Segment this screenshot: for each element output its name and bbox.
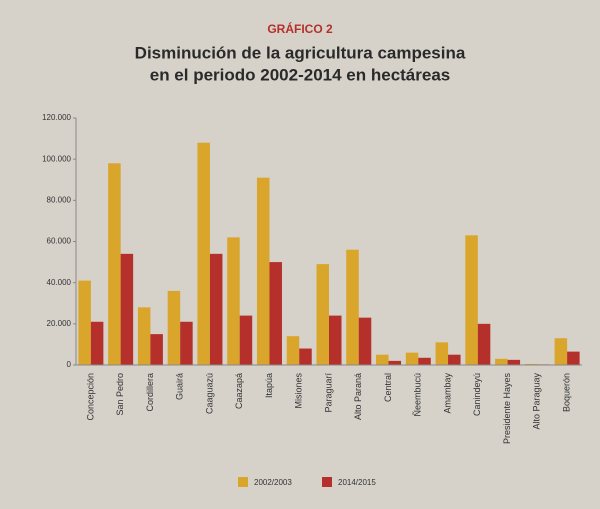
x-tick-label: Amambay [442,373,452,414]
bar [108,163,121,365]
x-tick-label: Caaguazú [204,373,214,414]
bar [239,315,253,365]
y-tick-label: 60.000 [47,237,72,246]
bar [435,342,449,365]
bar [418,357,431,365]
bar [316,264,329,365]
y-tick-label: 80.000 [47,195,72,204]
bar [256,177,270,365]
x-tick-label: Concepción [85,373,95,421]
bar [405,352,419,365]
bar [495,358,508,365]
bar [554,338,568,365]
bar [507,359,521,365]
bar [227,237,240,365]
bar [376,354,389,365]
legend-swatch [238,477,248,487]
x-tick-label: Guairá [175,373,185,400]
bar [269,262,282,365]
legend-label: 2014/2015 [338,478,376,487]
x-tick-label: Ñeembucú [413,373,423,417]
bar [477,323,491,365]
chart-label: GRÁFICO 2 [267,21,333,36]
bar [448,354,461,365]
x-tick-label: Caazapá [234,373,244,409]
bar [167,290,181,365]
y-tick-label: 0 [67,360,72,369]
bar [150,334,163,365]
chart-title: en el periodo 2002-2014 en hectáreas [150,65,451,84]
bar [465,235,478,365]
x-tick-label: San Pedro [115,373,125,416]
bar [197,142,210,365]
x-tick-label: Presidente Hayes [502,373,512,445]
bar [524,363,538,365]
y-tick-label: 100.000 [42,154,71,163]
x-tick-label: Itapúa [264,373,274,398]
x-tick-label: Boquerón [561,373,571,412]
x-tick-label: Paraguarí [323,373,333,413]
bar [329,315,342,365]
legend-label: 2002/2003 [254,478,292,487]
bar [299,348,312,365]
bar [358,317,372,365]
bar [90,321,104,365]
bar [78,280,91,365]
chart-title: Disminución de la agricultura campesina [135,43,466,62]
x-tick-label: Alto Paraná [353,373,363,420]
y-tick-label: 40.000 [47,278,72,287]
y-tick-label: 120.000 [42,113,71,122]
bar [180,321,193,365]
legend-swatch [322,477,332,487]
bar [567,351,580,365]
x-tick-label: Alto Paraguay [532,373,542,430]
x-tick-label: Central [383,373,393,402]
bar [120,253,134,365]
x-tick-label: Cordillera [145,373,155,412]
bar [346,249,359,365]
bar [137,307,151,365]
bar [388,360,402,365]
y-tick-label: 20.000 [47,319,72,328]
x-tick-label: Canindeyú [472,373,482,416]
bar [286,336,300,365]
bar [209,253,223,365]
x-tick-label: Misiones [294,373,304,409]
